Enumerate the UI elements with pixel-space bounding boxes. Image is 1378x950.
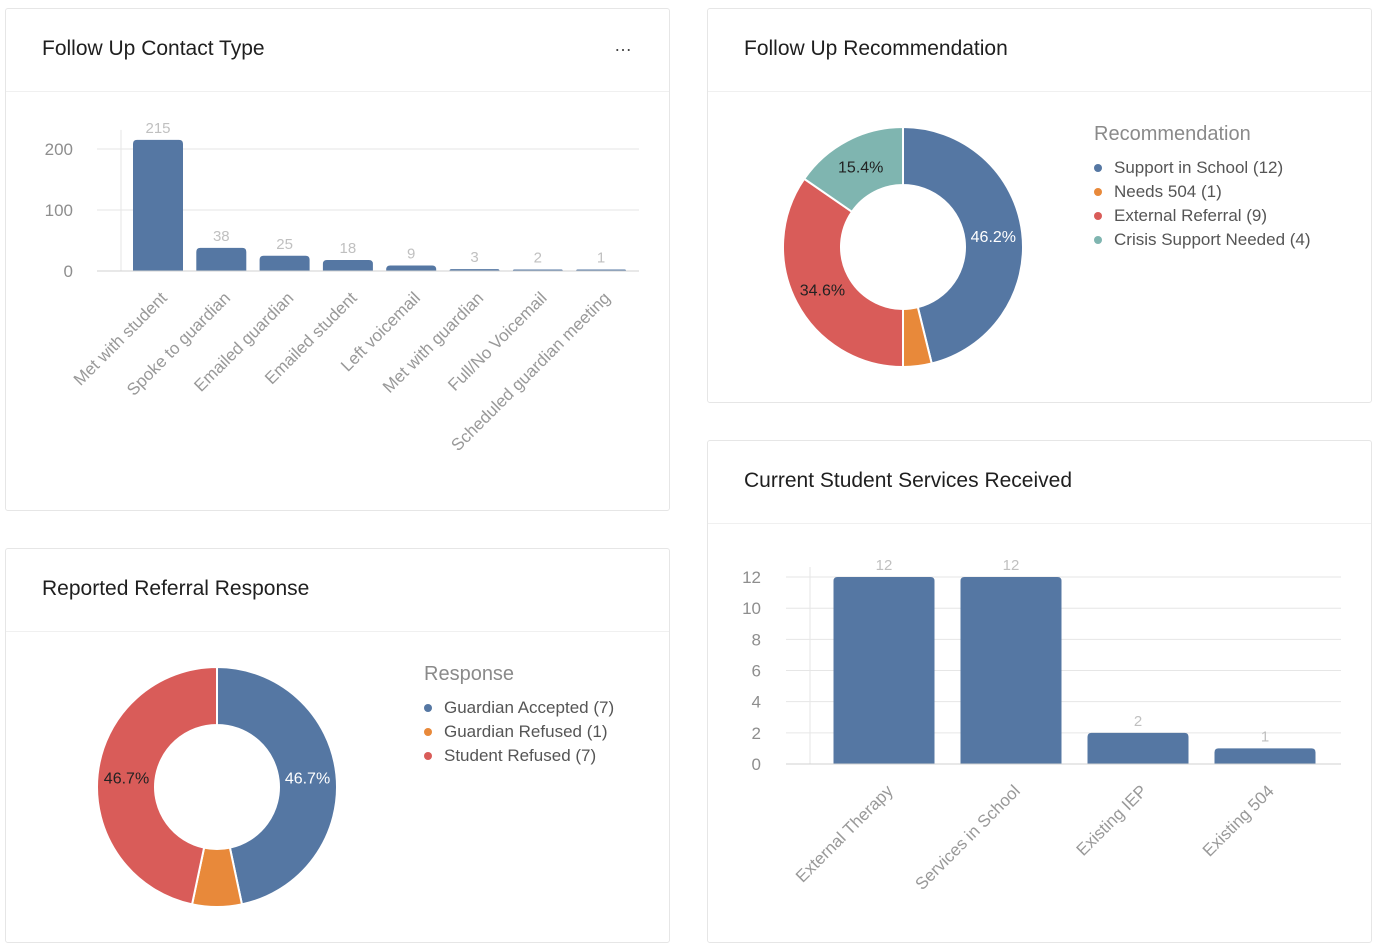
slice-percent-label: 46.7% xyxy=(104,770,149,787)
donut-slice xyxy=(782,177,904,369)
x-tick-label: Services in School xyxy=(912,781,1024,893)
bar-value-label: 9 xyxy=(407,246,415,263)
legend-label: Guardian Refused (1) xyxy=(444,722,608,741)
y-tick-label: 4 xyxy=(752,693,761,712)
bar xyxy=(133,139,183,271)
card-referral-response: Reported Referral Response 46.7% 46.7% Re… xyxy=(5,548,670,943)
legend-label: Crisis Support Needed (4) xyxy=(1114,230,1311,249)
legend-dot-icon xyxy=(424,728,432,736)
more-options-icon[interactable]: … xyxy=(614,35,633,55)
bar xyxy=(259,255,310,271)
bar xyxy=(960,577,1062,764)
y-tick-label: 8 xyxy=(752,630,761,649)
legend-title: Recommendation xyxy=(1094,123,1251,145)
legend-dot-icon xyxy=(1094,164,1102,172)
legend-dot-icon xyxy=(1094,236,1102,244)
bar xyxy=(1087,732,1189,764)
donut-slice xyxy=(902,125,1024,365)
bar xyxy=(322,260,373,271)
legend-dot-icon xyxy=(424,704,432,712)
card-services: Current Student Services Received 0 2 4 6 8 1… xyxy=(707,440,1372,943)
y-tick-label: 2 xyxy=(752,724,761,743)
bar-value-label: 18 xyxy=(340,240,357,257)
card-title: Reported Referral Response xyxy=(42,577,310,600)
card-title: Current Student Services Received xyxy=(744,469,1072,492)
legend-item[interactable]: Crisis Support Needed (4) xyxy=(1094,228,1311,252)
y-tick-label: 6 xyxy=(752,662,761,681)
bar-value-label: 1 xyxy=(1261,728,1269,745)
legend-label: Guardian Accepted (7) xyxy=(444,698,615,717)
referral-response-legend: Response Guardian Accepted (7) Guardian R… xyxy=(424,663,614,768)
bar-value-label: 25 xyxy=(276,236,293,253)
legend-item[interactable]: Student Refused (7) xyxy=(424,744,614,768)
card-header: Follow Up Recommendation xyxy=(708,9,1371,92)
card-header: Current Student Services Received xyxy=(708,441,1371,524)
referral-response-donut-chart: 46.7% 46.7% xyxy=(96,665,338,908)
legend-label: Support in School (12) xyxy=(1114,158,1284,177)
y-tick-label: 0 xyxy=(64,262,73,281)
legend-item[interactable]: Needs 504 (1) xyxy=(1094,180,1311,204)
x-tick-label: Existing IEP xyxy=(1073,781,1151,859)
card-title: Follow Up Contact Type xyxy=(42,37,265,60)
legend-item[interactable]: Guardian Accepted (7) xyxy=(424,696,614,720)
bar xyxy=(386,265,437,271)
legend-label: External Referral (9) xyxy=(1114,206,1268,225)
bar xyxy=(196,247,247,271)
bar-value-label: 38 xyxy=(213,228,230,245)
donut-slice xyxy=(802,125,904,214)
bar-value-label: 1 xyxy=(597,250,605,267)
card-header: Reported Referral Response xyxy=(6,549,669,632)
legend-title: Response xyxy=(424,663,515,685)
x-tick-label: External Therapy xyxy=(792,781,897,886)
slice-percent-label: 15.4% xyxy=(838,159,883,176)
y-tick-label: 10 xyxy=(742,599,761,618)
slice-percent-label: 46.2% xyxy=(971,229,1016,246)
legend-label: Needs 504 (1) xyxy=(1114,182,1222,201)
bar xyxy=(833,577,935,764)
bar-value-label: 12 xyxy=(876,557,893,574)
y-tick-label: 0 xyxy=(752,755,761,774)
recommendation-donut-chart: 46.2% 34.6% 15.4% xyxy=(782,125,1024,369)
slice-percent-label: 46.7% xyxy=(285,770,330,787)
bar-value-label: 2 xyxy=(1134,713,1142,730)
legend-item[interactable]: Guardian Refused (1) xyxy=(424,720,614,744)
bar-value-label: 12 xyxy=(1003,557,1020,574)
legend-item[interactable]: Support in School (12) xyxy=(1094,156,1311,180)
legend-dot-icon xyxy=(1094,212,1102,220)
slice-percent-label: 34.6% xyxy=(800,282,845,299)
legend-item[interactable]: External Referral (9) xyxy=(1094,204,1311,228)
bar-value-label: 215 xyxy=(145,120,170,137)
donut-slice xyxy=(216,665,338,906)
bar-value-label: 2 xyxy=(534,250,542,267)
legend-label: Student Refused (7) xyxy=(444,746,597,765)
y-tick-label: 12 xyxy=(742,568,761,587)
bar-value-label: 3 xyxy=(470,249,478,266)
card-contact-type: Follow Up Contact Type … 0 100 200 215 Met w… xyxy=(5,8,670,511)
x-tick-label: Existing 504 xyxy=(1199,781,1278,860)
y-tick-label: 200 xyxy=(45,140,73,159)
donut-slice xyxy=(96,665,218,906)
card-recommendation: Follow Up Recommendation 46.2% 34.6% 15.4%… xyxy=(707,8,1372,403)
bar xyxy=(1214,748,1316,764)
recommendation-legend: Recommendation Support in School (12) Nee… xyxy=(1094,123,1311,252)
card-title: Follow Up Recommendation xyxy=(744,37,1008,60)
y-tick-label: 100 xyxy=(45,201,73,220)
legend-dot-icon xyxy=(424,752,432,760)
card-header: Follow Up Contact Type … xyxy=(6,9,669,92)
legend-dot-icon xyxy=(1094,188,1102,196)
